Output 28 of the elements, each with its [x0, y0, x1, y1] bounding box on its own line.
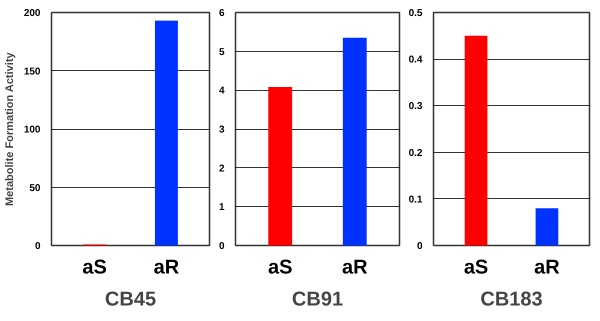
y-axis-title: Metabolite Formation Activity: [4, 52, 16, 206]
y-tick-label: 4: [218, 86, 225, 97]
x-tick-label: aS: [82, 256, 107, 278]
x-tick-label: aS: [464, 256, 488, 278]
x-tick-label: aR: [342, 256, 368, 278]
y-tick-label: 3: [218, 124, 225, 136]
text: CB91: [292, 288, 344, 310]
y-tick-label: 50: [29, 182, 41, 194]
y-tick-label: 0.1: [408, 194, 423, 206]
y-tick-label: 6: [218, 8, 225, 19]
y-tick-label: 100: [24, 124, 41, 136]
y-tick-label: 0: [34, 241, 41, 252]
y-tick-label: 0.5: [408, 8, 423, 19]
y-tick-label: 2: [218, 163, 225, 174]
x-tick-label: aS: [268, 256, 292, 278]
x-tick-label: aR: [534, 256, 560, 278]
x-tick-label: aR: [154, 256, 180, 278]
y-tick-label: 5: [218, 46, 225, 58]
text: CB183: [480, 288, 543, 310]
y-tick-label: 0.3: [408, 101, 423, 112]
text: CB45: [104, 288, 156, 310]
y-tick-label: 0.4: [408, 54, 423, 66]
y-tick-label: 0: [416, 241, 423, 252]
y-tick-label: 1: [218, 202, 225, 214]
y-tick-label: 150: [24, 66, 41, 78]
y-tick-label: 0.2: [408, 148, 423, 159]
y-tick-label: 0: [218, 241, 225, 252]
y-tick-label: 200: [24, 8, 41, 19]
